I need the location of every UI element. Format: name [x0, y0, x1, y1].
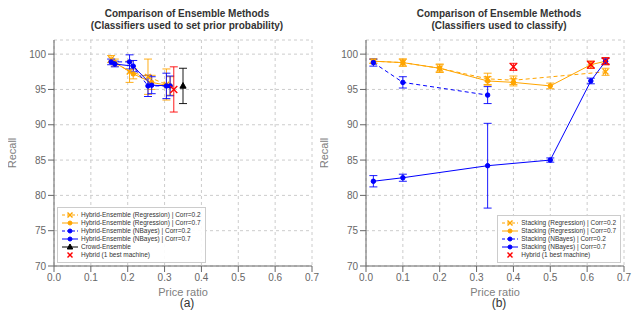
- svg-text:0.5: 0.5: [543, 272, 557, 283]
- html-text:Hybrid-Ensemble (NBayes) | Cor: Hybrid-Ensemble (NBayes) | Corr=0.7: [81, 235, 191, 242]
- html-text:Stacking (NBayes) | Corr=0.7: Stacking (NBayes) | Corr=0.7: [521, 243, 606, 250]
- html-text:Stacking (NBayes) | Corr=0.2: Stacking (NBayes) | Corr=0.2: [521, 235, 606, 242]
- html-text:Stacking (Regression) | Corr=0: Stacking (Regression) | Corr=0.2: [521, 219, 616, 226]
- svg-text:0.2: 0.2: [433, 272, 447, 283]
- svg-text:95: 95: [35, 84, 47, 95]
- svg-text:80: 80: [35, 190, 47, 201]
- svg-text:0.0: 0.0: [47, 272, 61, 283]
- html-text:(a): (a): [179, 296, 195, 310]
- svg-text:0.4: 0.4: [506, 272, 520, 283]
- svg-text:Price ratio: Price ratio: [158, 286, 208, 296]
- svg-text:85: 85: [347, 155, 359, 166]
- svg-text:75: 75: [35, 225, 47, 236]
- html-text:Stacking (Regression) | Corr=0: Stacking (Regression) | Corr=0.7: [521, 227, 616, 234]
- svg-text:95: 95: [347, 84, 359, 95]
- svg-text:0.5: 0.5: [231, 272, 245, 283]
- svg-text:75: 75: [347, 225, 359, 236]
- svg-text:70: 70: [35, 261, 47, 272]
- html-text:Hybrid-Ensemble (NBayes) | Cor: Hybrid-Ensemble (NBayes) | Corr=0.2: [81, 227, 191, 234]
- svg-text:Recall: Recall: [320, 138, 330, 169]
- svg-text:85: 85: [35, 155, 47, 166]
- svg-text:Recall: Recall: [8, 138, 18, 169]
- svg-text:80: 80: [347, 190, 359, 201]
- svg-text:0.7: 0.7: [617, 272, 631, 283]
- svg-text:100: 100: [29, 49, 46, 60]
- svg-text:0.0: 0.0: [359, 272, 373, 283]
- html-text:Hybrid-Ensemble (Regression) |: Hybrid-Ensemble (Regression) | Corr=0.7: [81, 219, 201, 226]
- svg-text:0.7: 0.7: [305, 272, 319, 283]
- svg-text:90: 90: [35, 119, 47, 130]
- html-text:Comparison of Ensemble Methods: Comparison of Ensemble Methods (Classifi…: [416, 8, 582, 31]
- svg-text:0.3: 0.3: [158, 272, 172, 283]
- html-text:Comparison of Ensemble Methods: Comparison of Ensemble Methods (Classifi…: [90, 8, 284, 31]
- svg-text:0.4: 0.4: [194, 272, 208, 283]
- html-text:Hybrid-Ensemble (Regression) |: Hybrid-Ensemble (Regression) | Corr=0.2: [81, 211, 201, 218]
- svg-text:0.3: 0.3: [470, 272, 484, 283]
- html-text:Hybrid (1 best machine): Hybrid (1 best machine): [81, 251, 150, 258]
- svg-text:70: 70: [347, 261, 359, 272]
- svg-text:0.1: 0.1: [84, 272, 98, 283]
- svg-text:Price ratio: Price ratio: [470, 286, 520, 296]
- html-text:Hybrid (1 best machine): Hybrid (1 best machine): [521, 251, 591, 258]
- svg-text:100: 100: [341, 49, 358, 60]
- svg-text:90: 90: [347, 119, 359, 130]
- svg-text:0.6: 0.6: [580, 272, 594, 283]
- svg-text:0.2: 0.2: [121, 272, 135, 283]
- html-text:(b): (b): [491, 296, 507, 310]
- html-text:Crowd-Ensemble: Crowd-Ensemble: [81, 243, 131, 250]
- svg-text:0.1: 0.1: [396, 272, 410, 283]
- svg-text:0.6: 0.6: [268, 272, 282, 283]
